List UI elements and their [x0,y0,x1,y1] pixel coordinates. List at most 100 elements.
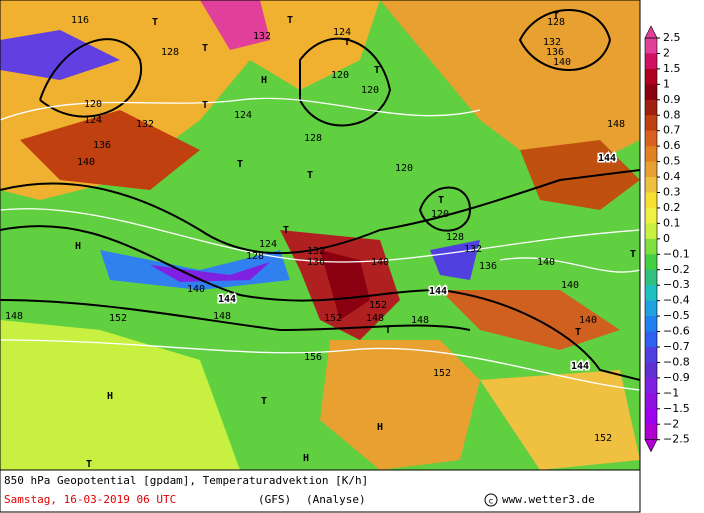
colorbar-label: 0.8 [663,108,681,121]
colorbar-band [645,269,657,286]
colorbar-label: 0 [663,232,670,245]
contour-label: 136 [307,257,325,268]
contour-label: 128 [446,232,464,243]
colorbar-label: −0.4 [663,294,690,307]
contour-label: 116 [71,15,89,26]
contour-label: 120 [361,85,379,96]
pressure-symbol: T [344,37,350,48]
contour-label: 152 [433,368,451,379]
pressure-symbol: H [75,241,81,252]
contour-label: 152 [369,300,387,311]
colorbar-band [645,53,657,70]
colorbar-label: 2 [663,46,670,59]
contour-label: 152 [109,313,127,324]
colorbar-label: −1 [663,386,679,399]
colorbar-band [645,300,657,317]
pressure-symbol: T [553,11,559,22]
colorbar-band [645,347,657,363]
caption-box [0,469,641,513]
colorbar-band [645,223,657,240]
caption-date: Samstag, 16-03-2019 06 UTC [4,493,176,506]
colorbar-band [645,115,657,132]
pressure-symbol: T [86,459,92,470]
colorbar-label: −0.8 [663,355,690,368]
pressure-symbol: T [287,15,293,26]
contour-label: 144 [598,153,616,164]
pressure-symbol: H [107,391,113,402]
colorbar-label: −0.9 [663,371,690,384]
colorbar-label: 0.2 [663,201,681,214]
contour-label: 140 [537,257,555,268]
pressure-symbol: T [438,195,444,206]
colorbar-band [645,38,657,54]
colorbar-band [645,130,657,147]
colorbar-band [645,377,657,394]
caption-run: (Analyse) [306,493,366,506]
pressure-symbol: H [303,453,309,464]
contour-label: 120 [395,163,413,174]
colorbar-band [645,362,657,379]
pressure-symbol: T [202,43,208,54]
colorbar-band [645,254,657,271]
copyright-c: c [489,497,493,506]
colorbar-band [645,84,657,101]
pressure-symbol: T [152,17,158,28]
pressure-symbol: T [237,159,243,170]
contour-label: 148 [5,311,23,322]
contour-label: 128 [304,133,322,144]
pressure-symbol: T [307,170,313,181]
contour-label: 132 [464,244,482,255]
colorbar-label: −0.6 [663,325,690,338]
colorbar-label: −0.7 [663,340,690,353]
contour-label: 140 [553,57,571,68]
colorbar-label: 1.5 [663,62,681,75]
colorbar-band [645,331,657,348]
colorbar-band [645,161,657,178]
contour-label: 128 [547,17,565,28]
pressure-symbol: T [261,396,267,407]
contour-label: 124 [234,110,252,121]
colorbar-label: 0.9 [663,93,681,106]
colorbar-label: −0.3 [663,278,690,291]
caption-site: www.wetter3.de [502,493,595,506]
colorbar-label: 2.5 [663,31,681,44]
colorbar-label: −2.5 [663,433,690,446]
colorbar-band [645,146,657,163]
pressure-symbol: H [261,75,267,86]
colorbar-label: 0.3 [663,186,681,199]
colorbar-label: −0.5 [663,309,690,322]
colorbar-band [645,408,657,425]
colorbar-band [645,424,657,441]
colorbar-label: 0.4 [663,170,681,183]
contour-label: 140 [187,284,205,295]
colorbar-band [645,192,657,209]
pressure-symbol: T [630,249,636,260]
colorbar-label: 0.7 [663,124,681,137]
contour-label: 132 [253,31,271,42]
geopotential-contours [0,9,641,381]
contour-label: 148 [366,313,384,324]
colorbar-band [645,68,657,85]
pressure-symbol: T [283,225,289,236]
contour-label: 140 [579,315,597,326]
contour-label: 152 [324,313,342,324]
colorbar-band [645,177,657,193]
colorbar-label: 0.5 [663,155,681,168]
contour-label: 136 [93,140,111,151]
colorbar-band [645,238,657,255]
contour-label: 156 [304,352,322,363]
contour-label: 124 [259,239,277,250]
contour-label: 124 [84,115,102,126]
pressure-symbol: T [374,65,380,76]
contour-label: 144 [429,286,447,297]
contour-label: 140 [77,157,95,168]
contour-label: 136 [479,261,497,272]
advection-contours [0,97,641,391]
colorbar-label: 1 [663,77,670,90]
pressure-symbol: H [377,422,383,433]
colorbar-label: −1.5 [663,402,690,415]
pressure-symbol: T [385,325,391,336]
colorbar-label: −0.1 [663,247,690,260]
pressure-symbol: T [202,100,208,111]
